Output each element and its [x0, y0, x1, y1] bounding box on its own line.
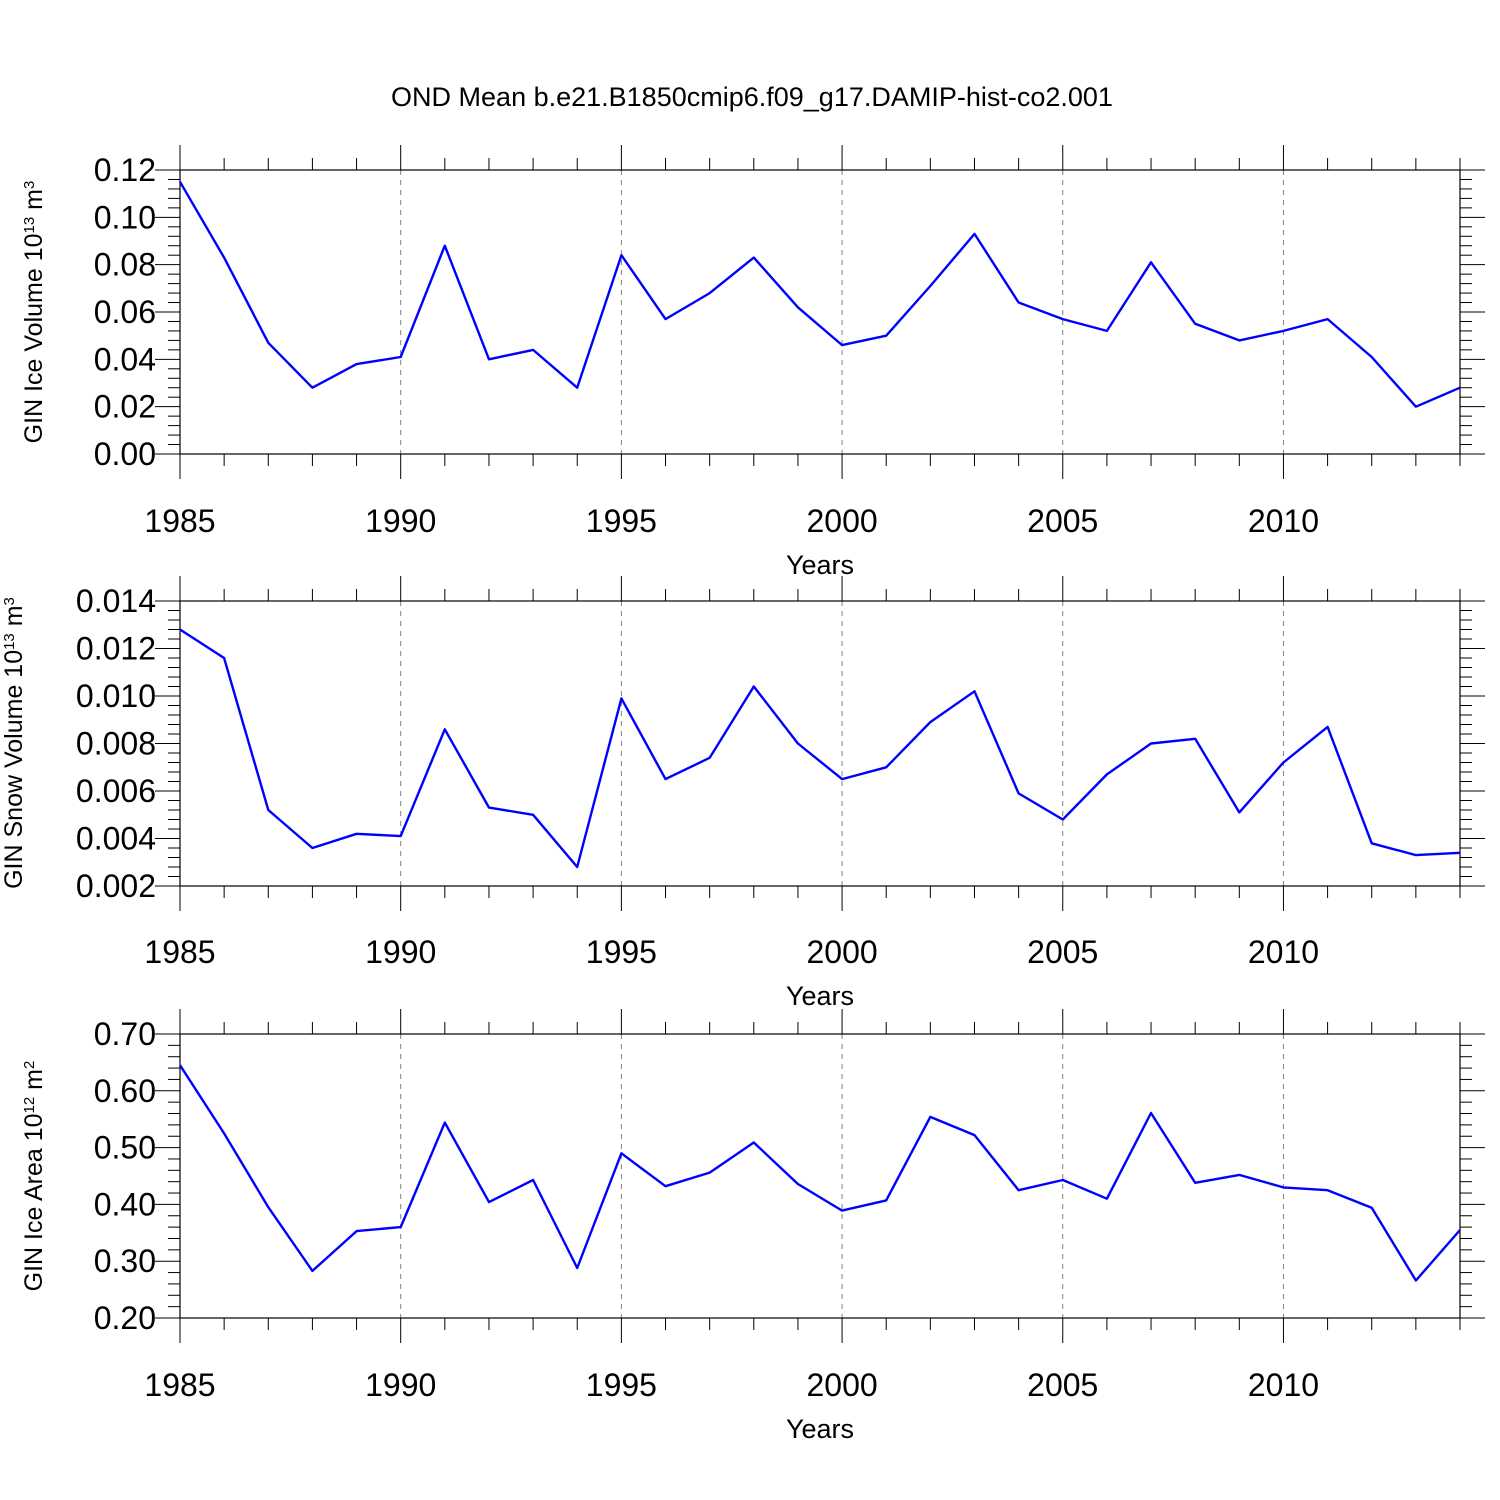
x-tick-label: 2005 — [1027, 503, 1098, 539]
x-tick-label: 1995 — [586, 503, 657, 539]
y-axis-label-unit: m — [20, 1069, 48, 1097]
plot-frame — [179, 600, 1461, 887]
x-tick-label: 1990 — [365, 503, 436, 539]
y-tick-label: 0.10 — [94, 199, 156, 235]
plot-frame — [179, 169, 1461, 455]
y-axis-label-unit: m — [0, 605, 28, 633]
y-tick-label: 0.12 — [94, 152, 156, 188]
y-tick-label: 0.08 — [94, 247, 156, 283]
x-tick-label: 2005 — [1027, 934, 1098, 970]
x-tick-label: 2010 — [1248, 503, 1319, 539]
y-axis-label-text: GIN Snow Volume 10 — [0, 650, 28, 889]
y-axis-label: GIN Snow Volume 1013 m3 — [0, 597, 28, 889]
x-tick-label: 1995 — [586, 934, 657, 970]
series-line-ice-area — [178, 1064, 1461, 1282]
panel-snow-volume: 1985 1990 1995 2000 2005 2010 Years 0.002 0.004 0… — [0, 576, 1485, 1011]
y-tick-label: 0.004 — [76, 821, 156, 857]
x-tick-label: 2010 — [1248, 1367, 1319, 1403]
panel-ice-area: 1985 1990 1995 2000 2005 2010 Years 0.20 0.30 0.4… — [20, 1009, 1485, 1444]
series-line-ice-volume — [178, 181, 1461, 408]
y-tick-label: 0.70 — [94, 1016, 156, 1052]
x-axis-label: Years — [786, 981, 854, 1011]
y-axis-label-unit-exp: 2 — [21, 1061, 38, 1069]
y-tick-label: 0.06 — [94, 294, 156, 330]
series-line-snow-volume — [179, 628, 1461, 869]
y-axis-label-text: GIN Ice Volume 10 — [20, 233, 48, 443]
x-tick-label: 2010 — [1248, 934, 1319, 970]
y-tick-label: 0.04 — [94, 341, 156, 377]
y-tick-label: 0.010 — [76, 678, 156, 714]
y-tick-label: 0.60 — [94, 1073, 156, 1109]
y-tick-label: 0.40 — [94, 1186, 156, 1222]
y-axis-label-unit-exp: 3 — [1, 597, 18, 605]
panel-ice-volume: 1985 1990 1995 2000 2005 2010 Years 0.00 0.02 0.0… — [20, 145, 1485, 580]
y-axis-label-exp: 13 — [21, 217, 38, 234]
y-tick-label: 0.20 — [94, 1300, 156, 1336]
x-tick-label: 1985 — [144, 503, 215, 539]
y-tick-label: 0.006 — [76, 773, 156, 809]
x-tick-label: 1985 — [144, 934, 215, 970]
y-axis-label-unit-exp: 3 — [21, 181, 38, 189]
y-tick-label: 0.014 — [76, 583, 156, 619]
y-axis-label-text: GIN Ice Area 10 — [20, 1113, 48, 1291]
x-tick-label: 2000 — [806, 934, 877, 970]
y-tick-label: 0.30 — [94, 1243, 156, 1279]
x-tick-label: 1990 — [365, 934, 436, 970]
x-axis-label: Years — [786, 550, 854, 580]
y-axis-label-unit: m — [20, 189, 48, 217]
x-tick-label: 2000 — [806, 1367, 877, 1403]
y-tick-label: 0.50 — [94, 1130, 156, 1166]
y-axis-label: GIN Ice Area 1012 m2 — [20, 1061, 48, 1292]
y-tick-label: 0.00 — [94, 436, 156, 472]
y-tick-label: 0.02 — [94, 389, 156, 425]
y-tick-label: 0.008 — [76, 726, 156, 762]
x-tick-label: 2005 — [1027, 1367, 1098, 1403]
y-tick-label: 0.002 — [76, 868, 156, 904]
x-tick-label: 1985 — [144, 1367, 215, 1403]
x-axis-label: Years — [786, 1414, 854, 1444]
chart-title: OND Mean b.e21.B1850cmip6.f09_g17.DAMIP-… — [391, 82, 1113, 112]
plot-frame — [179, 1033, 1461, 1319]
y-axis-label-exp: 12 — [21, 1097, 38, 1114]
y-axis-label-exp: 13 — [1, 633, 18, 650]
x-tick-label: 1995 — [586, 1367, 657, 1403]
y-axis-label: GIN Ice Volume 1013 m3 — [20, 181, 48, 444]
x-tick-label: 2000 — [806, 503, 877, 539]
x-tick-label: 1990 — [365, 1367, 436, 1403]
y-tick-label: 0.012 — [76, 631, 156, 667]
